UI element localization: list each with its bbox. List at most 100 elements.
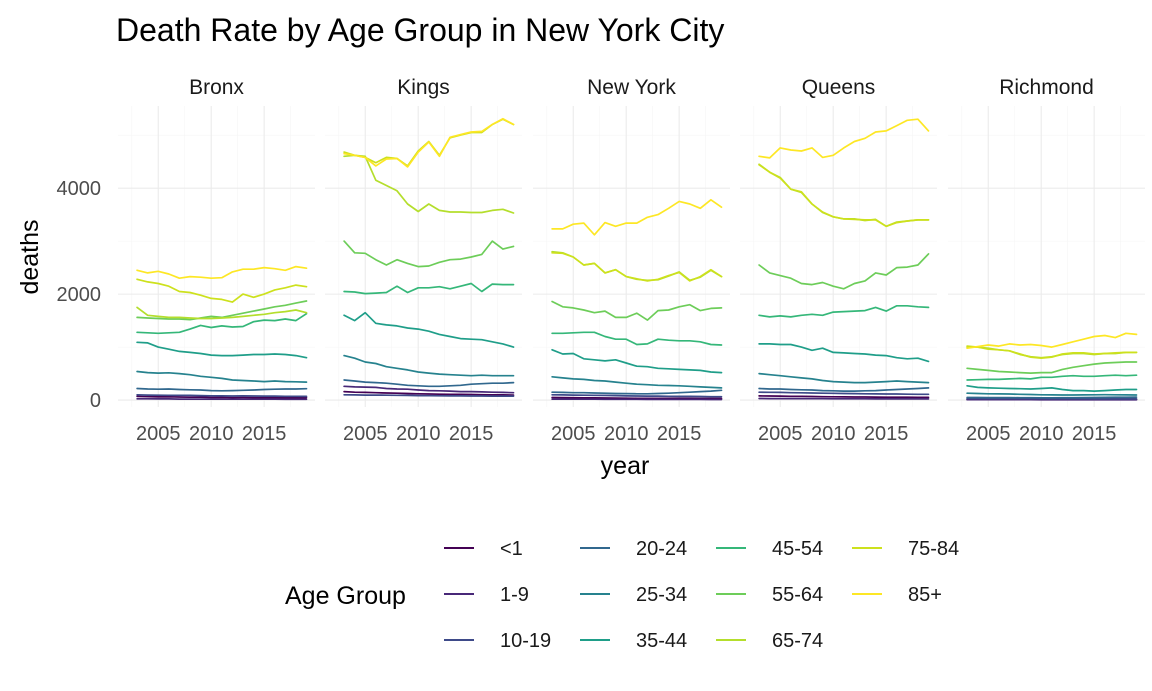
legend-item-1-9: 1-9 — [444, 584, 529, 606]
x-tick-label: 2015 — [242, 423, 287, 445]
legend-item-under-1: <1 — [444, 538, 523, 560]
legend-label: 10-19 — [500, 630, 551, 652]
legend-item-20-24: 20-24 — [580, 538, 687, 560]
series-line-queens-65-74 — [758, 163, 930, 228]
legend-label: 65-74 — [772, 630, 823, 652]
x-tick-label: 2010 — [396, 423, 441, 445]
series-line-kings-45-54 — [343, 282, 515, 295]
legend: Age Group <1 1-9 10-19 20-24 25-34 35-44 45-54… — [285, 538, 959, 652]
x-tick-label: 2010 — [811, 423, 856, 445]
series-line-kings-under-1 — [343, 390, 515, 396]
series-line-bronx-20-24 — [136, 387, 308, 392]
facet-kings: Kings 2005 2010 2015 — [325, 76, 522, 445]
series-line-bronx-65-74 — [136, 306, 308, 320]
y-tick-label: 0 — [90, 390, 101, 412]
series-line-new-york-65-74 — [551, 250, 723, 282]
series-line-new-york-45-54 — [551, 331, 723, 346]
x-axis-title: year — [601, 452, 650, 480]
series-line-bronx-35-44 — [136, 341, 308, 359]
series-line-kings-85-plus — [343, 117, 515, 168]
legend-label: 20-24 — [636, 538, 687, 560]
x-tick-label: 2010 — [604, 423, 649, 445]
series-line-new-york-under-1 — [551, 396, 723, 400]
x-tick-label: 2015 — [657, 423, 702, 445]
facet-queens: Queens 2005 2010 2015 — [740, 76, 937, 445]
facet-new-york: New York 2005 2010 2015 — [533, 76, 730, 445]
series-line-kings-1-9 — [343, 385, 515, 394]
series-line-kings-25-34 — [343, 354, 515, 377]
series-line-richmond-55-64 — [966, 361, 1138, 374]
legend-item-85-plus: 85+ — [852, 584, 942, 606]
legend-item-25-34: 25-34 — [580, 584, 687, 606]
series-line-new-york-85-plus — [551, 198, 723, 236]
series-line-kings-20-24 — [343, 379, 515, 388]
series-line-bronx-85-plus — [136, 265, 308, 280]
legend-item-55-64: 55-64 — [716, 584, 823, 606]
series-line-bronx-10-19 — [136, 393, 308, 398]
x-tick-label: 2010 — [1019, 423, 1064, 445]
y-tick-label: 2000 — [57, 284, 102, 306]
series-line-richmond-35-44 — [966, 384, 1138, 392]
series-line-richmond-45-54 — [966, 374, 1138, 381]
series-line-queens-10-19 — [758, 391, 930, 396]
y-tick-label: 4000 — [57, 178, 102, 200]
series-line-kings-65-74 — [343, 154, 515, 214]
series-line-kings-55-64 — [343, 240, 515, 268]
series-line-bronx-45-54 — [136, 312, 308, 335]
legend-label: 35-44 — [636, 630, 687, 652]
series-line-queens-20-24 — [758, 387, 930, 392]
series-line-new-york-10-19 — [551, 393, 723, 398]
x-tick-label: 2015 — [864, 423, 909, 445]
facet-label: Queens — [802, 76, 876, 99]
legend-label: 75-84 — [908, 538, 959, 560]
series-line-queens-25-34 — [758, 372, 930, 384]
series-line-kings-10-19 — [343, 393, 515, 397]
x-tick-label: 2005 — [136, 423, 181, 445]
series-line-queens-under-1 — [758, 395, 930, 399]
legend-label: 85+ — [908, 584, 942, 606]
facet-label: Bronx — [189, 76, 244, 99]
series-line-bronx-under-1 — [136, 395, 308, 399]
series-line-new-york-75-84 — [551, 251, 723, 282]
series-line-new-york-55-64 — [551, 300, 723, 321]
facet-bronx: Bronx 2005 2010 2015 — [118, 76, 315, 445]
legend-item-35-44: 35-44 — [580, 630, 687, 652]
legend-item-10-19: 10-19 — [444, 630, 551, 652]
y-axis-title: deaths — [16, 219, 44, 294]
series-line-new-york-35-44 — [551, 348, 723, 374]
facet-richmond: Richmond 2005 2010 2015 — [948, 76, 1145, 445]
series-line-queens-75-84 — [758, 163, 930, 228]
series-line-bronx-75-84 — [136, 278, 308, 303]
series-line-richmond-25-34 — [966, 392, 1138, 396]
series-line-queens-45-54 — [758, 304, 930, 318]
x-tick-label: 2010 — [189, 423, 234, 445]
x-tick-label: 2005 — [343, 423, 388, 445]
series-line-richmond-75-84 — [966, 345, 1138, 360]
legend-label: 1-9 — [500, 584, 529, 606]
series-line-queens-35-44 — [758, 343, 930, 363]
facet-label: New York — [587, 76, 676, 99]
series-line-new-york-25-34 — [551, 375, 723, 389]
series-line-bronx-1-9 — [136, 397, 308, 401]
legend-item-65-74: 65-74 — [716, 630, 823, 652]
x-tick-label: 2015 — [449, 423, 494, 445]
legend-label: 25-34 — [636, 584, 687, 606]
legend-label: 45-54 — [772, 538, 823, 560]
legend-label: <1 — [500, 538, 523, 560]
x-tick-label: 2005 — [551, 423, 596, 445]
series-line-richmond-20-24 — [966, 396, 1138, 399]
series-line-new-york-20-24 — [551, 389, 723, 395]
x-tick-label: 2005 — [758, 423, 803, 445]
legend-item-75-84: 75-84 — [852, 538, 959, 560]
legend-item-45-54: 45-54 — [716, 538, 823, 560]
legend-label: 55-64 — [772, 584, 823, 606]
x-tick-label: 2015 — [1072, 423, 1117, 445]
legend-title: Age Group — [285, 582, 406, 610]
series-line-queens-85-plus — [758, 118, 930, 159]
facet-label: Kings — [397, 76, 450, 99]
series-line-kings-35-44 — [343, 311, 515, 348]
series-line-richmond-85-plus — [966, 332, 1138, 350]
chart-title: Death Rate by Age Group in New York City — [116, 12, 724, 48]
